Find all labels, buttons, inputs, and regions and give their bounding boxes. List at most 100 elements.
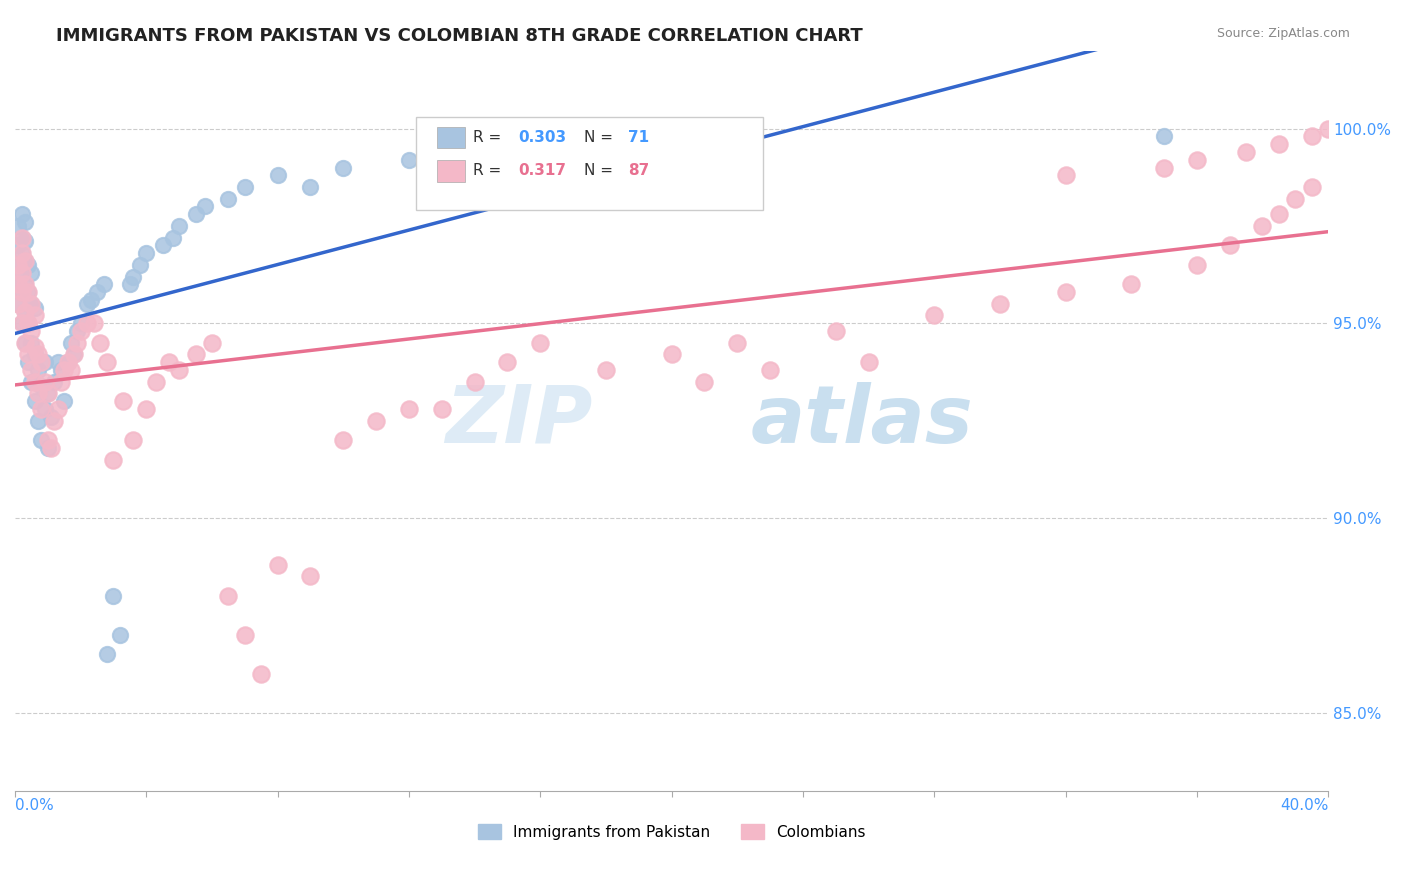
Point <box>10 266 32 280</box>
Point <box>118 277 141 292</box>
Point <box>17 258 39 272</box>
Point <box>69 324 91 338</box>
Point <box>44 414 66 428</box>
Point <box>66 324 89 338</box>
Point <box>988 297 1011 311</box>
Point <box>464 375 486 389</box>
Point <box>332 433 354 447</box>
Point <box>858 355 880 369</box>
Point <box>20 297 42 311</box>
Point <box>37 433 59 447</box>
Point <box>96 355 118 369</box>
Point <box>44 375 66 389</box>
Point <box>217 589 239 603</box>
Point <box>1301 129 1323 144</box>
Point <box>66 335 89 350</box>
Point <box>661 141 683 155</box>
Point <box>128 258 150 272</box>
Point <box>10 207 32 221</box>
Point <box>1251 219 1274 233</box>
Point <box>27 347 49 361</box>
Point <box>14 235 37 249</box>
Legend: Immigrants from Pakistan, Colombians: Immigrants from Pakistan, Colombians <box>472 818 872 846</box>
Point <box>1185 258 1208 272</box>
Point <box>332 161 354 175</box>
Point <box>20 375 42 389</box>
Point <box>7 297 30 311</box>
Point <box>10 230 32 244</box>
Point <box>34 355 56 369</box>
FancyBboxPatch shape <box>436 127 465 148</box>
Text: 0.317: 0.317 <box>517 163 567 178</box>
Point <box>17 355 39 369</box>
Point <box>14 277 37 292</box>
Point <box>20 335 42 350</box>
Point <box>1284 192 1306 206</box>
Point <box>661 347 683 361</box>
Point <box>59 335 82 350</box>
Point <box>1268 137 1291 152</box>
Point <box>922 309 945 323</box>
Point <box>1121 277 1143 292</box>
Text: N =: N = <box>583 129 617 145</box>
Point <box>7 297 30 311</box>
Point <box>398 153 420 167</box>
Point <box>46 355 69 369</box>
Point <box>89 335 111 350</box>
Point <box>1054 285 1077 299</box>
Point <box>1219 238 1241 252</box>
Point <box>49 375 72 389</box>
Point <box>233 628 256 642</box>
Point <box>496 141 519 155</box>
Point <box>63 347 86 361</box>
Point <box>37 386 59 401</box>
Point <box>20 266 42 280</box>
Point <box>10 230 32 244</box>
Point <box>46 401 69 416</box>
Point <box>53 394 76 409</box>
Point <box>10 285 32 299</box>
Point <box>1054 169 1077 183</box>
Point <box>30 355 52 369</box>
Point <box>49 363 72 377</box>
Point <box>37 386 59 401</box>
Point <box>7 277 30 292</box>
Point <box>56 355 79 369</box>
Point <box>96 647 118 661</box>
Point <box>152 238 174 252</box>
Point <box>10 246 32 260</box>
Point <box>157 355 180 369</box>
Point <box>194 199 217 213</box>
Point <box>83 316 105 330</box>
Point <box>24 309 46 323</box>
Point <box>184 347 207 361</box>
Point <box>14 304 37 318</box>
Point <box>398 401 420 416</box>
Point <box>7 258 30 272</box>
Point <box>1153 161 1175 175</box>
Point <box>30 401 52 416</box>
Point <box>69 316 91 330</box>
Text: 0.0%: 0.0% <box>15 798 53 814</box>
Point <box>10 266 32 280</box>
Point <box>122 269 145 284</box>
Point <box>135 401 157 416</box>
Point <box>1185 153 1208 167</box>
Point <box>1153 129 1175 144</box>
Point <box>14 335 37 350</box>
Text: Source: ZipAtlas.com: Source: ZipAtlas.com <box>1216 27 1350 40</box>
Point <box>14 215 37 229</box>
Point <box>34 401 56 416</box>
Point <box>17 285 39 299</box>
Point <box>7 238 30 252</box>
Point <box>201 335 224 350</box>
Point <box>30 433 52 447</box>
Point <box>24 347 46 361</box>
Point <box>824 324 846 338</box>
Point <box>59 363 82 377</box>
Point <box>266 558 288 572</box>
Point <box>93 277 115 292</box>
Point <box>30 378 52 392</box>
Point <box>34 375 56 389</box>
Text: R =: R = <box>474 129 506 145</box>
